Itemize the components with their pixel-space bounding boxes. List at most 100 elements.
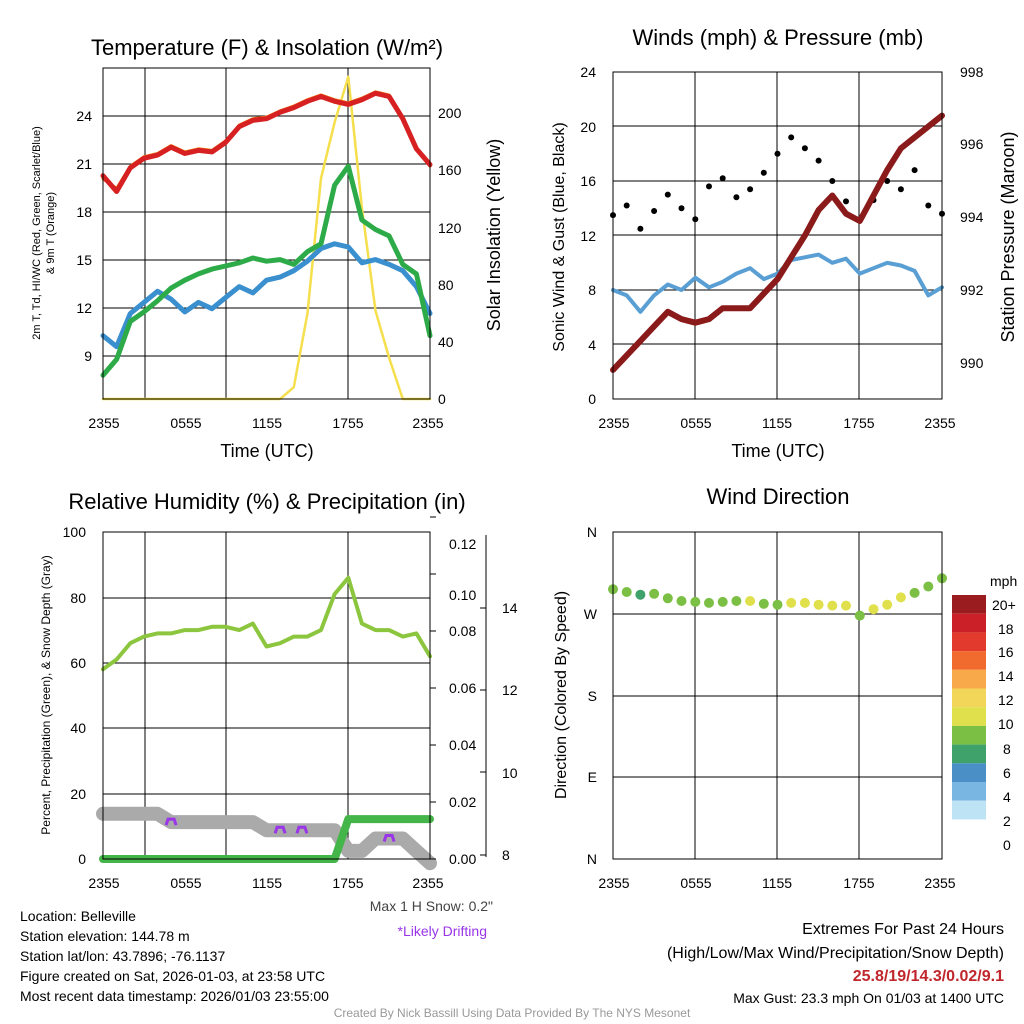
gust-point [623,202,630,209]
gust-point [843,198,849,205]
rh-line [101,575,432,672]
gust-point [884,178,891,184]
temp-plot-frame [102,67,431,400]
legend-label: 6 [1003,765,1011,781]
temp-left-ticks: 9 12 15 18 21 24 [76,108,92,364]
dir-ticks: N E S W N [584,524,598,867]
legend-swatch [952,763,986,782]
dir-plot-frame [612,531,943,860]
tick-label: 990 [960,355,984,371]
station-elevation: Station elevation: 144.78 m [20,928,190,944]
direction-point [731,596,742,606]
snow-depth-line [96,806,437,871]
extremes-values: 25.8/19/14.3/0.02/9.1 [853,968,1004,985]
panel-wind-title: Winds (mph) & Pressure (mb) [633,25,924,50]
temp-ylabel-right: Solar Insolation (Yellow) [484,139,504,331]
tick-label: 20 [580,119,596,135]
tick-label: 9 [84,348,92,364]
max-snow-note: Max 1 H Snow: 0.2" [370,898,493,914]
gust-point [664,191,671,198]
drifting-marker [273,825,287,834]
panel-temperature: Temperature (F) & Insolation (W/m²) 9 12… [31,35,504,461]
snow-ticks: 8 10 12 14 [502,600,518,863]
tick-label: 2355 [88,415,119,431]
rh-x-ticks: 2355 0555 1155 1755 2355 [88,875,443,891]
tick-label: 100 [63,524,87,540]
max-gust: Max Gust: 23.3 mph On 01/03 at 1400 UTC [733,990,1004,1006]
tick-label: 1755 [332,415,363,431]
gust-point [719,175,726,182]
tick-label: 16 [580,173,596,189]
legend-title: mph [990,573,1017,589]
rh-plot-frame [102,531,431,860]
legend-labels: 20+ 18 16 14 12 10 8 6 4 2 0 [992,597,1016,853]
tick-label: 0.08 [449,623,476,639]
dir-x-ticks: 2355 0555 1155 1755 2355 [598,875,955,891]
station-location: Location: Belleville [20,908,136,924]
temp-x-ticks: 2355 0555 1155 1755 2355 [88,415,443,431]
wind-left-ticks: 0 4 8 12 16 20 24 [580,64,596,407]
direction-point [909,587,920,598]
legend-label: 8 [1003,741,1011,757]
wind-right-ticks: 990 992 994 996 998 [960,64,984,371]
gust-point [733,194,740,201]
tick-label: 1155 [252,415,282,431]
tick-label: 160 [438,162,462,178]
tick-label: 14 [502,600,518,616]
tick-label: 24 [76,108,92,124]
temp-right-ticks: 0 40 80 120 160 200 [438,105,462,407]
temp-xlabel: Time (UTC) [220,441,313,461]
tick-label: 0.10 [449,587,476,603]
tick-label: 12 [580,228,596,244]
tick-label: 24 [580,64,596,80]
gust-point [774,150,781,157]
gust-point [760,169,767,176]
tick-label: 8 [588,282,596,298]
solar-line [101,75,432,401]
legend-label: 10 [998,716,1014,732]
tick-label: N [587,524,597,540]
tick-label: 21 [76,156,92,172]
panel-humidity: Relative Humidity (%) & Precipitation (i… [39,489,518,939]
tick-label: 0555 [170,415,201,431]
dir-series-group [608,573,947,621]
legend-label: 20+ [992,597,1016,613]
tick-label: 1755 [332,875,363,891]
tick-label: 994 [960,209,984,225]
tick-label: 1155 [252,875,282,891]
wind-series-group [610,112,945,373]
tick-label: 0 [588,391,596,407]
tick-label: 12 [76,300,92,316]
direction-point [923,581,934,592]
credit-line: Created By Nick Bassill Using Data Provi… [333,1006,691,1020]
tick-label: 0.00 [449,851,476,867]
gust-point [815,157,822,164]
tick-label: 12 [502,682,518,698]
temp-2m-line [100,90,433,194]
rh-gridlines [103,532,430,859]
gust-point [897,186,904,193]
tick-label: 80 [70,590,86,606]
direction-point [704,597,714,608]
direction-point [813,599,824,610]
tick-label: E [588,769,597,785]
extremes-subheading: (High/Low/Max Wind/Precipitation/Snow De… [667,945,1004,962]
direction-point [676,596,687,606]
tick-label: 18 [76,204,92,220]
tick-label: 20 [70,786,86,802]
wind-plot-frame [612,71,943,400]
temp-ylabel-line1: 2m T, Td, HI/WC (Red, Green, Scarlet/Blu… [31,126,43,340]
gust-point [637,225,644,232]
direction-point [772,599,783,610]
legend-swatch [952,669,986,689]
direction-point [690,596,701,607]
legend-label: 4 [1003,789,1011,805]
precip-ticks: 0.00 0.02 0.04 0.06 0.08 0.10 0.12 [449,536,476,867]
tick-label: 0.12 [449,536,476,552]
extremes-heading: Extremes For Past 24 Hours [802,921,1004,938]
direction-point [662,593,673,604]
gust-point [747,186,754,193]
tick-label: 0.04 [449,737,476,753]
direction-point [635,589,646,600]
direction-point [786,597,797,608]
